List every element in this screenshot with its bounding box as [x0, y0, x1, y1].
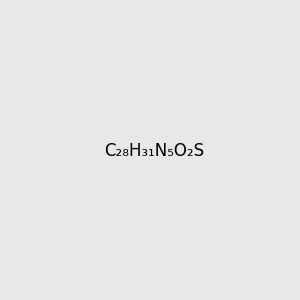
Text: C₂₈H₃₁N₅O₂S: C₂₈H₃₁N₅O₂S: [104, 142, 204, 160]
